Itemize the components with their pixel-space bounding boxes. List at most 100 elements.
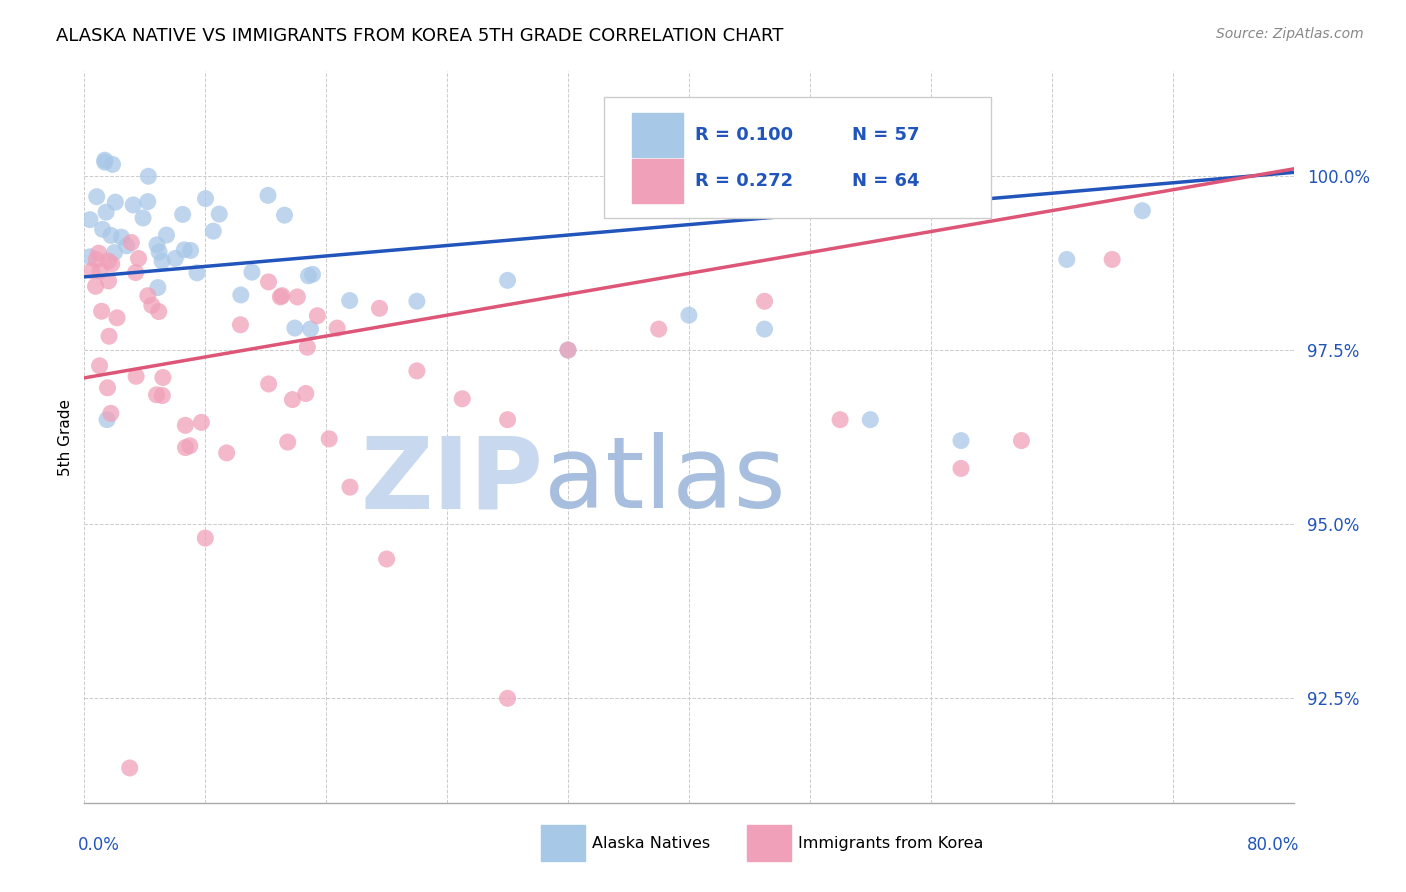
Point [1132, 203, 1154, 218]
Point [89, 264, 111, 278]
Point [229, 288, 252, 302]
Point [297, 268, 319, 283]
Point [180, 244, 202, 258]
Point [754, 294, 776, 309]
Point [174, 418, 197, 433]
Point [281, 392, 304, 407]
Point [294, 386, 316, 401]
FancyBboxPatch shape [633, 160, 683, 202]
Point [136, 288, 159, 302]
Text: N = 64: N = 64 [852, 172, 920, 190]
Point [375, 552, 398, 566]
Point [301, 268, 323, 282]
Point [257, 188, 280, 202]
Point [110, 230, 132, 244]
Point [271, 288, 294, 302]
Point [115, 239, 138, 253]
Point [229, 318, 252, 332]
Point [339, 480, 361, 494]
Text: R = 0.272: R = 0.272 [695, 172, 793, 190]
Point [318, 432, 340, 446]
Point [194, 192, 217, 206]
Point [557, 343, 579, 357]
Point [155, 227, 177, 242]
Point [96, 412, 118, 426]
Point [186, 266, 208, 280]
Point [950, 461, 973, 475]
Point [97, 274, 120, 288]
Point [190, 416, 212, 430]
Point [172, 207, 194, 221]
Text: R = 0.100: R = 0.100 [695, 126, 793, 144]
Point [80, 263, 103, 277]
Point [269, 290, 291, 304]
Point [152, 370, 174, 384]
Point [118, 761, 141, 775]
Point [98, 329, 121, 343]
Point [120, 235, 142, 250]
Point [84, 252, 107, 267]
Point [146, 237, 169, 252]
Point [208, 207, 231, 221]
Point [240, 265, 263, 279]
Text: ALASKA NATIVE VS IMMIGRANTS FROM KOREA 5TH GRADE CORRELATION CHART: ALASKA NATIVE VS IMMIGRANTS FROM KOREA 5… [56, 27, 783, 45]
Point [257, 275, 280, 289]
Point [368, 301, 391, 316]
Point [141, 298, 163, 312]
Point [105, 310, 128, 325]
Point [1101, 252, 1123, 267]
Point [104, 195, 127, 210]
Point [173, 243, 195, 257]
Point [94, 153, 117, 168]
Point [101, 157, 124, 171]
Point [648, 322, 671, 336]
Text: Alaska Natives: Alaska Natives [592, 836, 710, 851]
Point [100, 406, 122, 420]
Point [165, 252, 187, 266]
FancyBboxPatch shape [541, 825, 585, 861]
Point [557, 343, 579, 357]
Point [94, 155, 117, 169]
Point [339, 293, 361, 308]
Point [257, 376, 280, 391]
Point [145, 388, 167, 402]
FancyBboxPatch shape [633, 113, 683, 157]
Point [136, 194, 159, 209]
Point [859, 412, 882, 426]
Point [79, 212, 101, 227]
Text: 80.0%: 80.0% [1247, 836, 1299, 854]
Text: Immigrants from Korea: Immigrants from Korea [797, 836, 983, 851]
Point [496, 273, 519, 287]
Point [128, 252, 150, 266]
Point [146, 280, 169, 294]
Y-axis label: 5th Grade: 5th Grade [58, 399, 73, 475]
Point [94, 205, 117, 219]
Point [1056, 252, 1078, 267]
Point [150, 388, 173, 402]
Text: 0.0%: 0.0% [79, 836, 120, 854]
Point [179, 439, 201, 453]
Point [138, 169, 160, 184]
Text: atlas: atlas [544, 433, 786, 530]
Point [754, 322, 776, 336]
Point [830, 412, 852, 426]
Point [194, 531, 217, 545]
Point [124, 266, 146, 280]
FancyBboxPatch shape [747, 825, 790, 861]
Point [406, 294, 429, 309]
Point [148, 244, 170, 259]
Point [285, 290, 308, 304]
Point [406, 364, 429, 378]
Point [86, 190, 108, 204]
Text: N = 57: N = 57 [852, 126, 920, 144]
Point [132, 211, 155, 225]
Point [87, 246, 110, 260]
Point [100, 228, 122, 243]
Point [150, 254, 173, 268]
Point [496, 412, 519, 426]
Point [277, 435, 299, 450]
Point [1011, 434, 1033, 448]
Point [496, 691, 519, 706]
Point [97, 254, 120, 268]
Point [100, 257, 122, 271]
